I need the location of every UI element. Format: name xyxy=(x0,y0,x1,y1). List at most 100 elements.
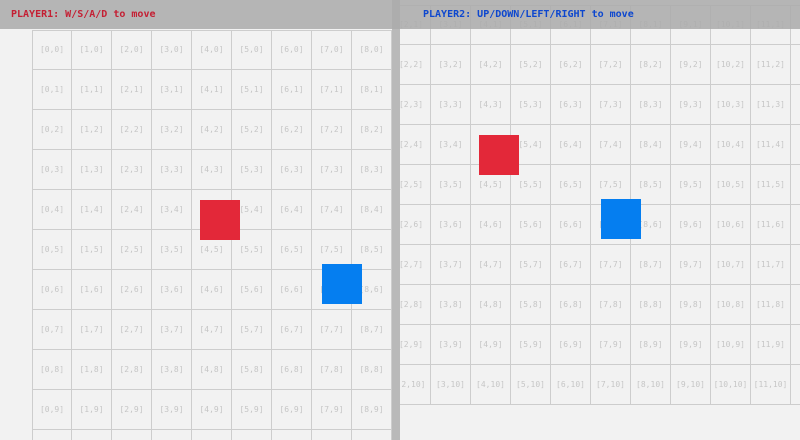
grid-cell-4-9: [4,9] xyxy=(471,325,511,365)
grid-cell-2-7: [2,7] xyxy=(112,310,152,350)
cell-label: [5,5] xyxy=(518,179,543,189)
cell-label: [5,2] xyxy=(518,59,543,69)
grid-cell-3-1: [3,1] xyxy=(152,70,192,110)
grid-cell-7-9: [7,9] xyxy=(591,325,631,365)
cell-label: [2,10] xyxy=(400,379,426,389)
grid-cell-8-1: [8,1] xyxy=(352,70,392,110)
grid-cell-9-6: [9,6] xyxy=(671,205,711,245)
grid-cell-1-5: [1,5] xyxy=(72,230,112,270)
grid-cell-8-8: [8,8] xyxy=(352,350,392,390)
cell-label: [7,8] xyxy=(598,299,623,309)
grid-cell-7-9: [7,9] xyxy=(312,390,352,430)
cell-label: [5,2] xyxy=(239,124,264,134)
grid-cell-2-4: [2,4] xyxy=(400,125,431,165)
grid-cell-6-5: [6,5] xyxy=(551,165,591,205)
grid-cell-12-4 xyxy=(791,125,800,165)
grid-cell-1-9: [1,9] xyxy=(72,390,112,430)
cell-label: [2,0] xyxy=(119,45,144,54)
grid-cell-10-5: [10,5] xyxy=(711,165,751,205)
grid-cell-3-7: [3,7] xyxy=(431,245,471,285)
grid-cell-5-0: [5,0] xyxy=(232,30,272,70)
player2-viewport[interactable]: [2,1][3,1][4,1][5,1][6,1][7,1][8,1][9,1]… xyxy=(400,0,800,440)
grid-cell-7-1: [7,1] xyxy=(312,70,352,110)
cell-label: [0,7] xyxy=(39,324,65,334)
grid-cell-2-3: [2,3] xyxy=(112,150,152,190)
cell-label: [2,6] xyxy=(119,284,144,294)
cell-label: [8,5] xyxy=(359,244,384,254)
grid-cell-7-10: [7,10] xyxy=(591,365,631,405)
grid-cell-4-10: [4,10] xyxy=(192,430,232,440)
grid-cell-3-9: [3,9] xyxy=(431,325,471,365)
cell-label: [10,10] xyxy=(713,379,748,389)
cell-label: [11,6] xyxy=(756,219,785,229)
grid-cell-4-7: [4,7] xyxy=(192,310,232,350)
cell-label: [7,7] xyxy=(319,324,344,334)
player1-red-square xyxy=(200,200,240,240)
grid-cell-6-3: [6,3] xyxy=(272,150,312,190)
cell-label: [4,9] xyxy=(478,339,503,349)
cell-label: [8,2] xyxy=(359,124,384,134)
grid-cell-2-6: [2,6] xyxy=(112,270,152,310)
cell-label: [3,4] xyxy=(438,139,463,149)
cell-label: [7,7] xyxy=(598,259,623,269)
grid-cell-0-6: [0,6] xyxy=(32,270,72,310)
grid-cell-1-7: [1,7] xyxy=(72,310,112,350)
grid-cell-6-0: [6,0] xyxy=(272,30,312,70)
grid-cell-11-10: [11,10] xyxy=(751,365,791,405)
cell-label: [1,4] xyxy=(79,204,104,214)
grid-cell-1-1: [1,1] xyxy=(72,70,112,110)
grid-cell-11-5: [11,5] xyxy=(751,165,791,205)
grid-cell-8-10: [8,10] xyxy=(352,430,392,440)
cell-label: [7,3] xyxy=(319,164,344,174)
cell-label: [7,4] xyxy=(598,139,623,149)
grid-cell-6-10: [6,10] xyxy=(272,430,312,440)
cell-label: [2,5] xyxy=(400,179,424,189)
cell-label: [2,2] xyxy=(400,59,424,69)
grid-cell-3-2: [3,2] xyxy=(431,45,471,85)
cell-label: [0,1] xyxy=(39,84,65,94)
grid-cell-6-5: [6,5] xyxy=(272,230,312,270)
grid-cell-5-7: [5,7] xyxy=(232,310,272,350)
grid-cell-10-10: [10,10] xyxy=(711,365,751,405)
cell-label: [11,4] xyxy=(756,139,785,149)
grid-cell-2-4: [2,4] xyxy=(112,190,152,230)
cell-label: [10,2] xyxy=(716,59,745,69)
grid-cell-6-4: [6,4] xyxy=(551,125,591,165)
cell-label: [3,7] xyxy=(438,259,463,269)
cell-label: [5,8] xyxy=(518,299,543,309)
cell-label: [3,0] xyxy=(159,45,184,54)
player1-viewport[interactable]: [0,0] [1,0] [2,0] [3,0] [4,0] [5,0] [6,0] [7,0]… xyxy=(0,0,400,440)
cell-label: [5,1] xyxy=(239,84,264,94)
grid-cell-7-2: [7,2] xyxy=(591,45,631,85)
cell-label: [5,7] xyxy=(239,324,264,334)
grid-cell-2-0: [2,0] xyxy=(112,30,152,70)
cell-label: [6,5] xyxy=(279,244,304,254)
grid-cell-0-3: [0,3] xyxy=(32,150,72,190)
grid-cell-2-2: [2,2] xyxy=(112,110,152,150)
grid-cell-8-8: [8,8] xyxy=(631,285,671,325)
grid-cell-8-2: [8,2] xyxy=(631,45,671,85)
grid-cell-2-9: [2,9] xyxy=(400,325,431,365)
cell-label: [10,3] xyxy=(716,99,745,109)
player1-vertical-scrollbar[interactable] xyxy=(392,0,400,440)
cell-label: [8,5] xyxy=(638,179,663,189)
grid-cell-5-9: [5,9] xyxy=(232,390,272,430)
grid-cell-2-10: [2,10] xyxy=(112,430,152,440)
grid-cell-3-10: [3,10] xyxy=(431,365,471,405)
grid-cell-8-7: [8,7] xyxy=(631,245,671,285)
cell-label: [1,9] xyxy=(79,404,104,414)
grid-cell-8-10: [8,10] xyxy=(631,365,671,405)
cell-label: [7,5] xyxy=(598,179,623,189)
grid-cell-5-6: [5,6] xyxy=(232,270,272,310)
grid-cell-5-10: [5,10] xyxy=(232,430,272,440)
grid-cell-11-8: [11,8] xyxy=(751,285,791,325)
grid-cell-6-1: [6,1] xyxy=(272,70,312,110)
cell-label: [6,9] xyxy=(558,339,583,349)
grid-cell-2-7: [2,7] xyxy=(400,245,431,285)
cell-label: [7,10] xyxy=(596,379,625,389)
player2-blue-square xyxy=(322,264,362,304)
grid-cell-8-4: [8,4] xyxy=(352,190,392,230)
player1-header-label: PLAYER1: W/S/A/D to move xyxy=(11,9,156,20)
grid-cell-4-9: [4,9] xyxy=(192,390,232,430)
grid-cell-1-10: [1,10] xyxy=(72,430,112,440)
